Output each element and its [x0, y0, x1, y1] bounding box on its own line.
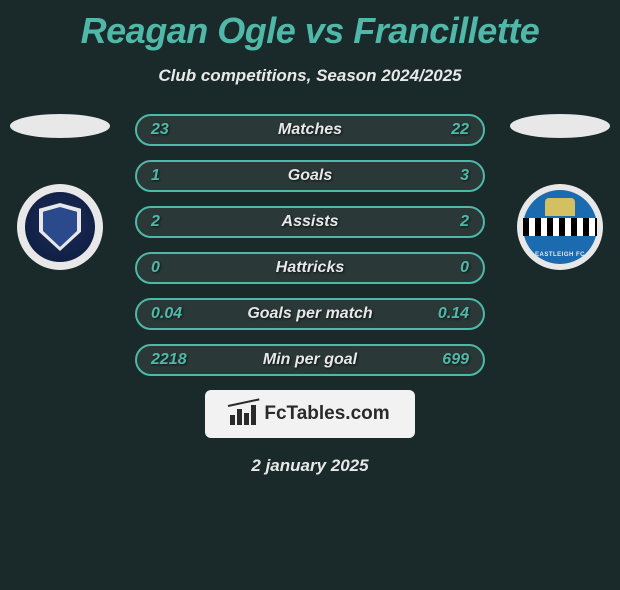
stat-value-right: 2: [427, 213, 469, 231]
checker-band-icon: [523, 218, 597, 236]
stat-value-left: 0.04: [151, 305, 193, 323]
stat-value-left: 2: [151, 213, 193, 231]
name-plate-left: [10, 114, 110, 138]
stat-label: Goals: [288, 167, 332, 185]
player-left-badge: [10, 114, 110, 270]
stat-label: Matches: [278, 121, 342, 139]
page-title: Reagan Ogle vs Francillette: [0, 10, 620, 52]
club-crest-right: EASTLEIGH FC: [517, 184, 603, 270]
stat-label: Goals per match: [247, 305, 372, 323]
stat-label: Min per goal: [263, 351, 357, 369]
shield-icon: [39, 203, 81, 251]
name-plate-right: [510, 114, 610, 138]
subtitle: Club competitions, Season 2024/2025: [0, 66, 620, 86]
crest-icon: [25, 192, 95, 262]
date-text: 2 january 2025: [0, 456, 620, 476]
stat-row: 0.04 Goals per match 0.14: [135, 298, 485, 330]
stat-value-left: 2218: [151, 351, 193, 369]
club-crest-left: [17, 184, 103, 270]
crest-icon: EASTLEIGH FC: [523, 190, 597, 264]
stat-value-right: 0.14: [427, 305, 469, 323]
stat-value-right: 22: [427, 121, 469, 139]
stat-value-right: 3: [427, 167, 469, 185]
brand-logo: FcTables.com: [205, 390, 415, 438]
brand-text: FcTables.com: [264, 403, 389, 425]
stat-value-right: 0: [427, 259, 469, 277]
stat-row: 1 Goals 3: [135, 160, 485, 192]
stat-value-left: 23: [151, 121, 193, 139]
crest-ring-text: EASTLEIGH FC: [535, 252, 585, 258]
crown-icon: [545, 198, 575, 216]
stat-value-left: 0: [151, 259, 193, 277]
stat-row: 23 Matches 22: [135, 114, 485, 146]
comparison-content: EASTLEIGH FC 23 Matches 22 1 Goals 3 2 A…: [0, 114, 620, 476]
stat-row: 2218 Min per goal 699: [135, 344, 485, 376]
bar-chart-icon: [230, 403, 258, 425]
player-right-badge: EASTLEIGH FC: [510, 114, 610, 270]
stat-label: Assists: [282, 213, 339, 231]
stat-value-left: 1: [151, 167, 193, 185]
stat-row: 0 Hattricks 0: [135, 252, 485, 284]
stat-value-right: 699: [427, 351, 469, 369]
stat-label: Hattricks: [276, 259, 344, 277]
stats-table: 23 Matches 22 1 Goals 3 2 Assists 2 0 Ha…: [135, 114, 485, 376]
stat-row: 2 Assists 2: [135, 206, 485, 238]
